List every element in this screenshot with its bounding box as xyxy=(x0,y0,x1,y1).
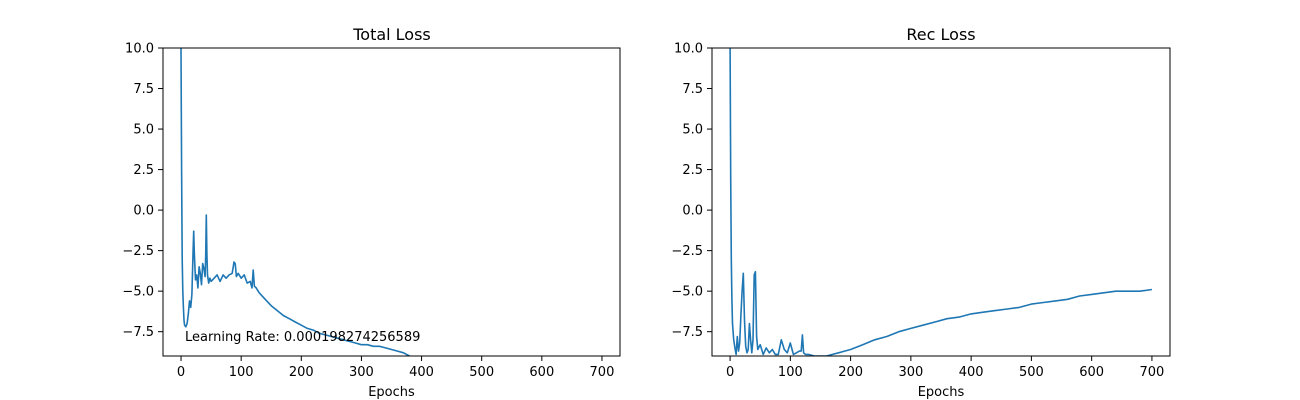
y-tick-label: 0.0 xyxy=(133,204,154,219)
x-tick-label: 600 xyxy=(529,365,554,380)
x-axis-ticks: 0 100 200 300 400 500 600 700 xyxy=(726,356,1164,380)
x-axis-ticks: 0 100 200 300 400 500 600 700 xyxy=(177,356,614,380)
y-tick-label: 10.0 xyxy=(125,42,154,57)
x-axis-label: Epochs xyxy=(918,385,965,400)
chart-title: Total Loss xyxy=(352,25,431,44)
y-tick-label: 7.5 xyxy=(133,82,154,97)
y-tick-label: 0.0 xyxy=(682,204,703,219)
x-tick-label: 0 xyxy=(726,365,734,380)
x-tick-label: 500 xyxy=(1019,365,1044,380)
y-tick-label: −7.5 xyxy=(671,325,703,340)
x-tick-label: 100 xyxy=(778,365,803,380)
series-line xyxy=(180,48,410,356)
y-tick-label: −5.0 xyxy=(122,285,154,300)
series-line xyxy=(729,48,1153,356)
x-tick-label: 400 xyxy=(409,365,434,380)
x-tick-label: 100 xyxy=(229,365,254,380)
y-tick-label: 2.5 xyxy=(682,163,703,178)
y-tick-label: 5.0 xyxy=(682,123,703,138)
axes-frame xyxy=(162,47,621,357)
y-tick-label: 2.5 xyxy=(133,163,154,178)
x-tick-label: 300 xyxy=(349,365,374,380)
chart-total-loss: Total Loss Learning Rate: 0.000198274256… xyxy=(122,25,621,400)
plot-area xyxy=(180,48,410,356)
y-tick-label: −2.5 xyxy=(122,244,154,259)
y-tick-label: −7.5 xyxy=(122,325,154,340)
chart-rec-loss: Rec Loss 0 100 200 300 400 500 600 700 10.0 7.5 5… xyxy=(671,25,1171,400)
x-tick-label: 300 xyxy=(898,365,923,380)
x-axis-label: Epochs xyxy=(368,385,415,400)
y-axis-ticks: 10.0 7.5 5.0 2.5 0.0 −2.5 −5.0 −7.5 xyxy=(122,42,163,340)
y-axis-ticks: 10.0 7.5 5.0 2.5 0.0 −2.5 −5.0 −7.5 xyxy=(671,42,712,340)
x-tick-label: 700 xyxy=(590,365,615,380)
y-tick-label: 7.5 xyxy=(682,82,703,97)
annotation-layer: Learning Rate: 0.000198274256589 xyxy=(185,330,420,345)
x-tick-label: 200 xyxy=(289,365,314,380)
y-tick-label: −2.5 xyxy=(671,244,703,259)
x-tick-label: 600 xyxy=(1079,365,1104,380)
x-tick-label: 500 xyxy=(469,365,494,380)
learning-rate-annotation: Learning Rate: 0.000198274256589 xyxy=(185,330,420,345)
y-tick-label: 5.0 xyxy=(133,123,154,138)
y-tick-label: 10.0 xyxy=(674,42,703,57)
plot-area xyxy=(729,48,1153,356)
axes-frame xyxy=(711,47,1171,357)
x-tick-label: 400 xyxy=(959,365,984,380)
chart-title: Rec Loss xyxy=(906,25,975,44)
y-tick-label: −5.0 xyxy=(671,285,703,300)
x-tick-label: 200 xyxy=(838,365,863,380)
x-tick-label: 700 xyxy=(1140,365,1165,380)
x-tick-label: 0 xyxy=(177,365,185,380)
